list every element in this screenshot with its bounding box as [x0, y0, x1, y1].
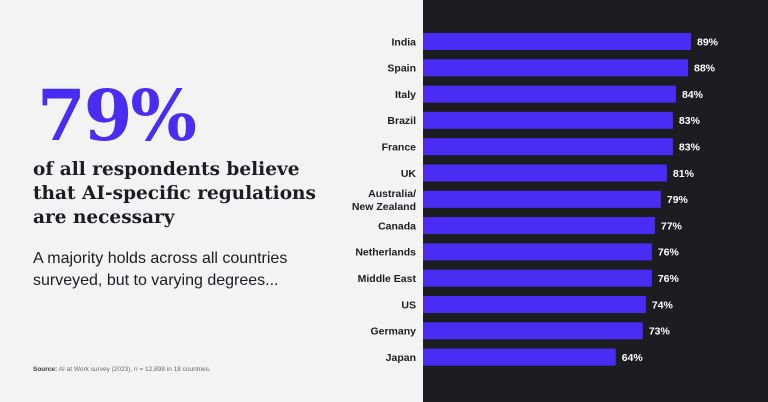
value-label: 88%: [694, 63, 716, 75]
category-label: Brazil: [387, 115, 416, 127]
category-label: France: [382, 142, 417, 154]
category-label: India: [391, 36, 416, 48]
value-label: 89%: [697, 36, 719, 48]
category-label: Middle East: [358, 273, 417, 285]
bar: [423, 217, 655, 235]
category-label: UK: [401, 168, 417, 180]
bar: [423, 164, 667, 182]
headline-subtext: A majority holds across all countries su…: [33, 250, 288, 289]
value-label: 73%: [649, 326, 671, 338]
category-label: Italy: [395, 89, 416, 101]
category-label: Australia/New Zealand: [352, 188, 416, 213]
category-label: US: [401, 299, 416, 311]
value-label: 83%: [679, 142, 701, 154]
bar: [423, 190, 661, 208]
headline-stat: 79%: [37, 74, 197, 157]
source-text: AI at Work survey (2023), n = 12,898 in …: [58, 366, 211, 373]
value-label: 77%: [661, 220, 683, 232]
headline-statement: of all respondents believe that AI-speci…: [33, 159, 316, 228]
bar: [423, 111, 673, 129]
source-label: Source:: [33, 366, 58, 373]
value-label: 84%: [682, 89, 704, 101]
category-label-line: New Zealand: [352, 201, 416, 213]
category-label: Spain: [387, 63, 416, 75]
bar: [423, 59, 688, 77]
category-label-line: Australia/: [368, 188, 416, 200]
bar: [423, 85, 676, 103]
bar: [423, 269, 652, 287]
category-label: Japan: [386, 352, 416, 364]
left-panel: [0, 0, 423, 402]
value-label: 79%: [667, 194, 689, 206]
category-label: Netherlands: [355, 247, 416, 259]
value-label: 74%: [652, 299, 674, 311]
value-label: 64%: [622, 352, 644, 364]
bar: [423, 243, 652, 261]
value-label: 76%: [658, 273, 680, 285]
value-label: 83%: [679, 115, 701, 127]
bar: [423, 33, 691, 50]
category-label: Canada: [378, 220, 416, 232]
bar: [423, 322, 643, 340]
value-label: 81%: [673, 168, 695, 180]
category-label: Germany: [370, 326, 416, 338]
value-label: 76%: [658, 247, 680, 259]
bar: [423, 348, 616, 366]
bar: [423, 296, 646, 313]
bar: [423, 138, 673, 156]
source-note: Source: AI at Work survey (2023), n = 12…: [33, 366, 211, 373]
